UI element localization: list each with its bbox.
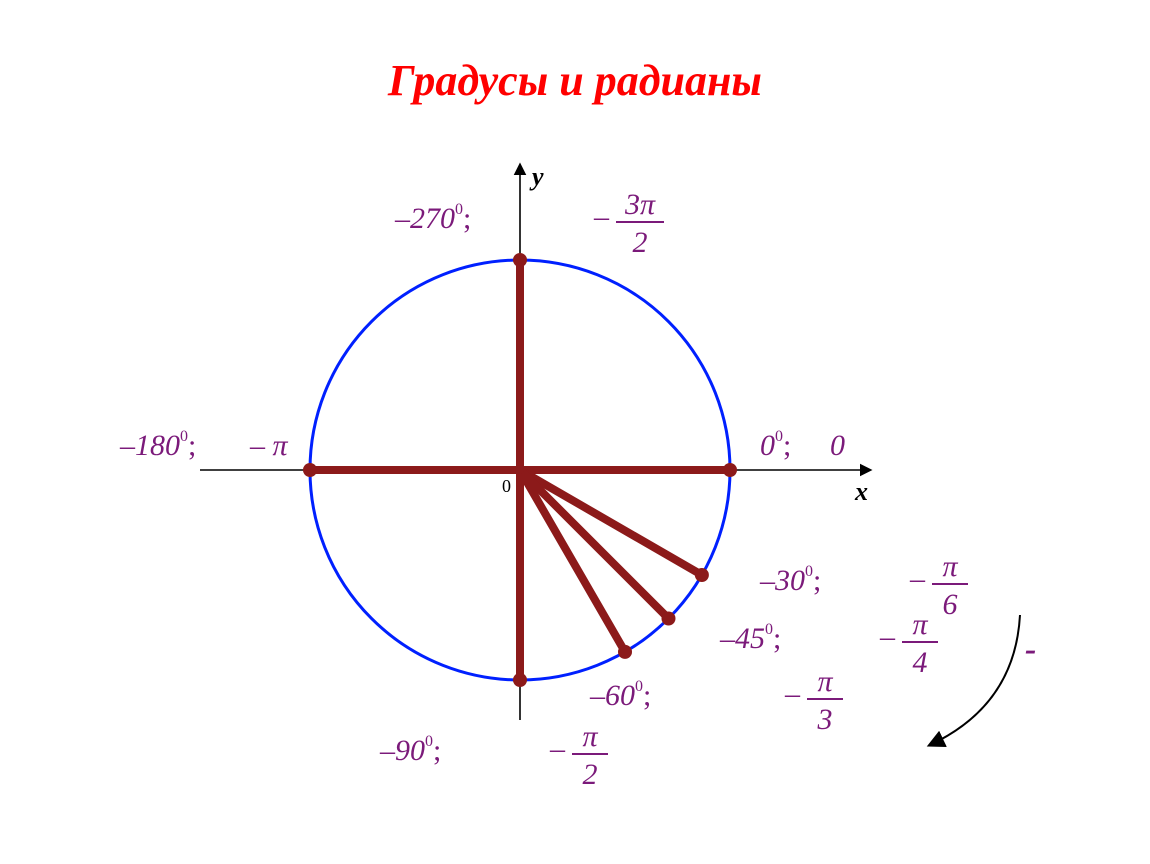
svg-text:–: –	[784, 677, 801, 710]
unit-circle-diagram: x y 0 –2700; – 3π 2 –1800; – π 00; 0 –30…	[0, 0, 1150, 864]
svg-text:–600;: –600;	[589, 678, 651, 712]
svg-text:–300;: –300;	[759, 563, 821, 597]
label-neg60: –600; – π 3	[589, 665, 843, 736]
svg-text:π: π	[582, 720, 598, 753]
svg-text:0: 0	[830, 429, 845, 462]
direction-arc	[930, 615, 1020, 745]
svg-text:–: –	[549, 732, 566, 765]
svg-text:–900;: –900;	[379, 733, 441, 767]
label-neg90: –900; – π 2	[379, 720, 608, 791]
label-neg180: –1800; – π	[119, 428, 289, 462]
svg-text:π: π	[912, 608, 928, 641]
svg-text:π: π	[942, 550, 958, 583]
svg-text:– π: – π	[249, 429, 289, 462]
svg-text:–450;: –450;	[719, 621, 781, 655]
y-axis-label: y	[529, 162, 544, 191]
x-axis-label: x	[854, 477, 868, 506]
svg-text:–: –	[909, 562, 926, 595]
label-0: 00; 0	[760, 428, 845, 462]
origin-label: 0	[502, 476, 511, 496]
svg-text:π: π	[817, 665, 833, 698]
svg-text:2: 2	[633, 226, 648, 259]
svg-text:00;: 00;	[760, 428, 791, 462]
svg-text:–: –	[879, 620, 896, 653]
svg-text:–1800;: –1800;	[119, 428, 196, 462]
svg-text:–: –	[593, 200, 610, 233]
svg-text:2: 2	[583, 758, 598, 791]
label-neg270: –2700; – 3π 2	[394, 188, 664, 259]
label-neg30: –300; – π 6	[759, 550, 968, 621]
direction-sign: -	[1025, 631, 1036, 668]
svg-text:6: 6	[943, 588, 958, 621]
svg-text:3: 3	[817, 703, 833, 736]
svg-text:4: 4	[913, 646, 928, 679]
svg-text:–2700;: –2700;	[394, 201, 471, 235]
svg-text:3π: 3π	[624, 188, 656, 221]
